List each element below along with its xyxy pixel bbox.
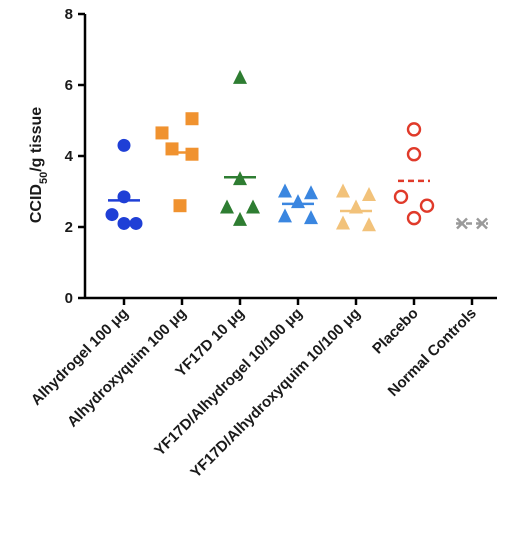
y-tick-label: 6 — [65, 77, 73, 94]
data-point — [406, 122, 422, 137]
axes: 0 2 4 6 8 — [65, 6, 497, 307]
data-point — [419, 198, 435, 213]
series-6 — [393, 122, 435, 226]
data-point — [393, 189, 409, 205]
data-point-stroke — [476, 217, 488, 230]
data-point — [362, 217, 376, 232]
data-point — [278, 183, 292, 198]
y-tick-label: 2 — [65, 219, 73, 236]
data-point — [117, 190, 131, 204]
data-point — [233, 211, 247, 226]
data-point — [476, 217, 488, 230]
data-point — [129, 216, 143, 230]
data-point — [336, 183, 350, 198]
data-marks — [105, 69, 488, 232]
x-tick-label: Alhydrogel 100 μg — [28, 305, 132, 409]
series-2 — [155, 112, 199, 213]
data-point — [304, 210, 318, 225]
data-point — [291, 194, 305, 209]
data-point — [456, 217, 468, 230]
y-axis-label-subscript: 50 — [38, 172, 50, 184]
data-point — [220, 199, 234, 214]
data-point — [278, 208, 292, 223]
data-point — [233, 69, 247, 84]
y-tick-label: 0 — [65, 290, 73, 307]
data-point — [349, 199, 363, 214]
data-point — [117, 138, 131, 152]
data-point — [155, 126, 169, 140]
y-tick-label: 4 — [65, 148, 74, 165]
y-axis-label: CCID50/g tissue — [28, 107, 50, 223]
series-3 — [220, 69, 260, 226]
data-point — [117, 216, 131, 230]
x-tick-label: Placebo — [369, 305, 422, 358]
data-point — [304, 185, 318, 200]
data-point — [105, 208, 119, 222]
series-4 — [278, 183, 318, 225]
data-point — [336, 215, 350, 230]
data-point — [362, 187, 376, 202]
series-5 — [336, 183, 376, 232]
y-axis-title: CCID50/g tissue — [28, 107, 50, 223]
data-point — [406, 210, 422, 226]
data-point — [246, 199, 260, 214]
data-point — [406, 147, 422, 162]
y-tick-label: 8 — [65, 6, 73, 23]
series-7 — [456, 217, 488, 230]
x-tick-label: Alhydroxyquim 100 μg — [64, 305, 190, 431]
data-point — [233, 171, 247, 186]
data-point — [173, 199, 187, 213]
series-1 — [105, 138, 143, 230]
data-point — [185, 147, 199, 161]
data-point — [185, 112, 199, 126]
data-point-stroke — [456, 217, 468, 230]
data-point — [165, 142, 179, 156]
